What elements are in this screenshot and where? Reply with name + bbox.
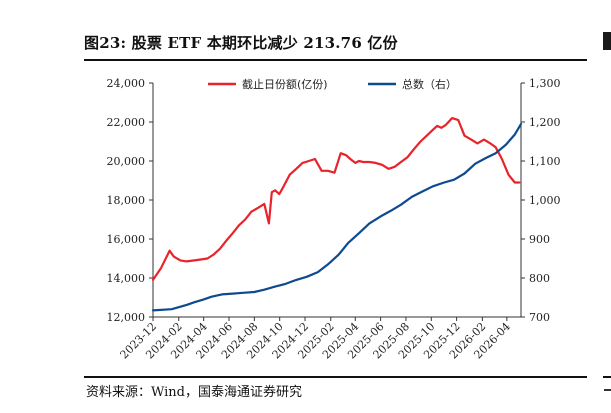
axes: 12,000 14,000 16,000 18,000 20,000 22,000 24,0… <box>107 77 561 361</box>
right-tick-label: 700 <box>529 311 550 324</box>
adjacent-text-edge <box>604 389 611 391</box>
left-tick-label: 20,000 <box>107 155 146 168</box>
series-line-total <box>151 122 523 312</box>
legend-label-total: 总数（右） <box>402 77 457 91</box>
left-tick-label: 14,000 <box>107 272 146 285</box>
legend-label-shares: 截止日份额(亿份) <box>242 77 328 91</box>
left-tick-label: 22,000 <box>107 116 146 129</box>
figure-title: 图23: 股票 ETF 本期环比减少 213.76 亿份 <box>84 34 398 52</box>
left-tick-label: 18,000 <box>107 194 146 207</box>
right-tick-label: 1,100 <box>529 155 561 168</box>
series-line-shares <box>151 116 521 281</box>
series-layer <box>151 116 523 312</box>
left-tick-label: 16,000 <box>107 233 146 246</box>
right-tick-label: 1,200 <box>529 116 561 129</box>
legend: 截止日份额(亿份) 总数（右） <box>208 77 457 91</box>
footer-rule <box>84 376 587 378</box>
right-tick-label: 900 <box>529 233 550 246</box>
adjacent-figure-edge <box>603 32 611 50</box>
adjacent-rule-edge <box>603 376 611 378</box>
right-tick-label: 1,300 <box>529 77 561 90</box>
right-tick-label: 1,000 <box>529 194 561 207</box>
right-tick-label: 800 <box>529 272 550 285</box>
source-note: 资料来源：Wind，国泰海通证券研究 <box>86 385 302 400</box>
title-underline <box>84 59 587 61</box>
left-tick-label: 24,000 <box>107 77 146 90</box>
left-tick-label: 12,000 <box>107 311 146 324</box>
